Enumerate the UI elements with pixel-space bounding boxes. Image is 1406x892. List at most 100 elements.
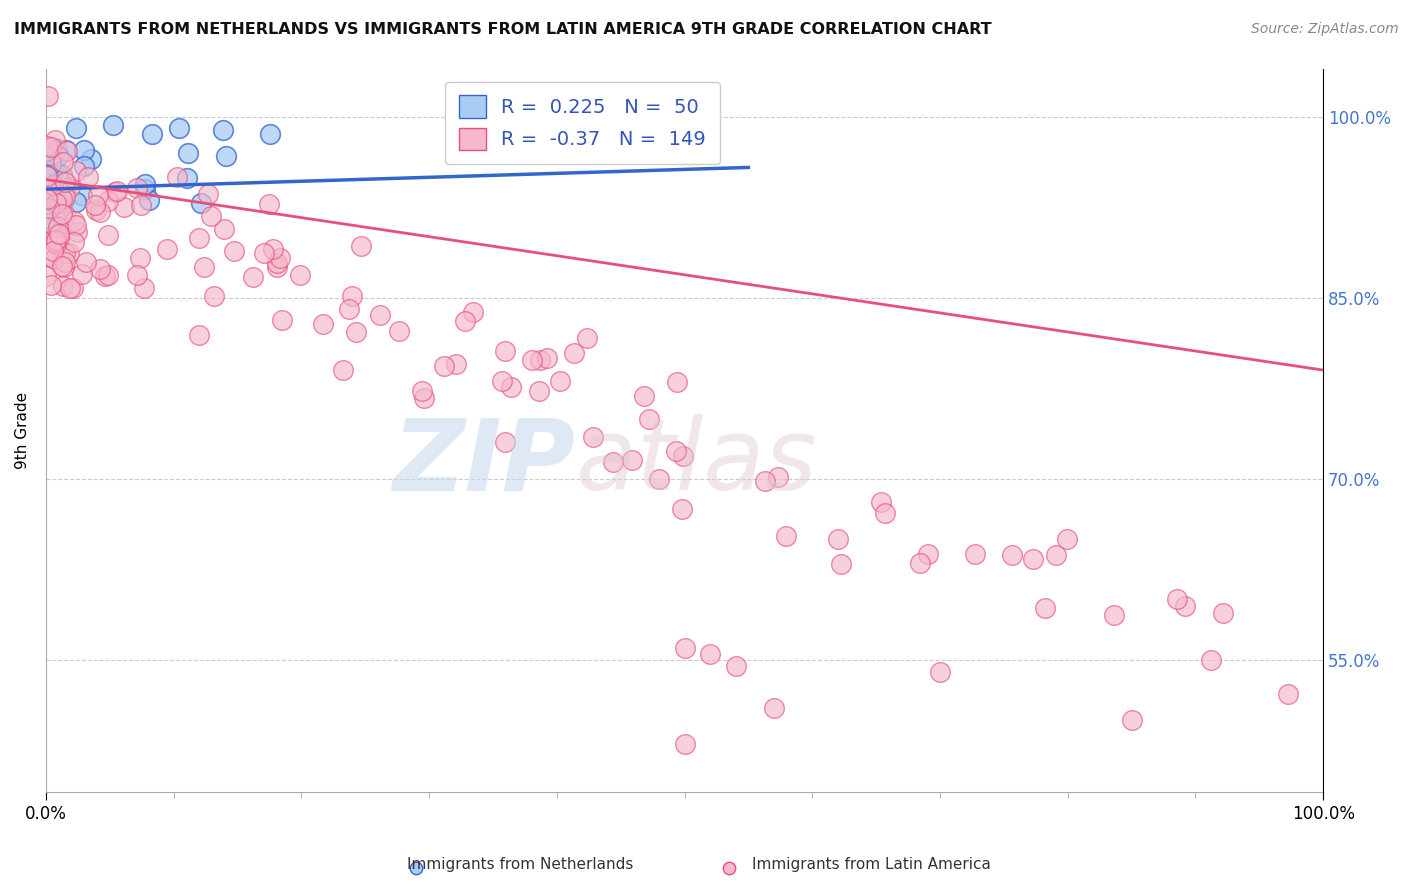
Point [94, 268, 117, 283]
Point [332, 363, 354, 377]
Point [1201, 653, 1223, 667]
Point [762, 701, 785, 715]
Point [42, 180, 65, 194]
Point [340, 289, 363, 303]
Point [673, 737, 696, 751]
Point [58, 179, 80, 194]
Point [188, 328, 211, 343]
Point [262, 242, 284, 256]
Point [38, 201, 60, 215]
Point [39, 215, 62, 229]
Point [38, 179, 60, 194]
Point [129, 198, 152, 212]
Point [548, 374, 571, 388]
Point [83, 198, 105, 212]
Point [65, 164, 87, 178]
Point [212, 123, 235, 137]
Point [104, 185, 127, 199]
Point [176, 170, 198, 185]
Point [52, 260, 75, 275]
Point [1056, 532, 1078, 546]
Point [1102, 608, 1125, 623]
Point [51, 168, 73, 182]
Point [917, 547, 939, 561]
Point [444, 357, 467, 371]
Point [665, 375, 688, 389]
Point [1021, 552, 1043, 566]
Point [188, 231, 211, 245]
Point [127, 268, 149, 282]
Point [269, 252, 291, 266]
Point [35, 269, 58, 284]
Point [35, 178, 58, 193]
Point [1166, 591, 1188, 606]
Point [259, 127, 281, 141]
Point [648, 472, 671, 486]
Point [620, 452, 643, 467]
Point [41, 233, 63, 247]
Point [724, 658, 747, 673]
Point [412, 392, 434, 406]
Point [53, 175, 76, 189]
Point [42, 178, 65, 192]
Text: Immigrants from Netherlands: Immigrants from Netherlands [406, 857, 634, 872]
Point [494, 435, 516, 450]
Point [672, 449, 695, 463]
Point [56, 144, 79, 158]
Point [270, 313, 292, 327]
Point [35, 204, 58, 219]
Point [89, 262, 111, 277]
Point [344, 325, 367, 339]
Point [70, 267, 93, 281]
Point [65, 121, 87, 136]
Point [411, 384, 433, 398]
Point [673, 640, 696, 655]
Point [38, 216, 60, 230]
Text: Immigrants from Latin America: Immigrants from Latin America [752, 857, 991, 872]
Point [638, 412, 661, 426]
Point [141, 128, 163, 142]
Point [134, 178, 156, 192]
Point [166, 169, 188, 184]
Point [65, 195, 87, 210]
Point [73, 159, 96, 173]
Point [97, 194, 120, 208]
Point [501, 379, 523, 393]
Point [575, 331, 598, 345]
Point [908, 557, 931, 571]
Point [963, 547, 986, 561]
Point [51, 192, 73, 206]
Point [215, 149, 238, 163]
Point [193, 260, 215, 274]
Y-axis label: 9th Grade: 9th Grade [15, 392, 30, 469]
Point [869, 495, 891, 509]
Point [433, 359, 456, 374]
Point [48, 173, 70, 187]
Point [37, 161, 59, 175]
Point [35, 198, 58, 212]
Point [190, 196, 212, 211]
Point [46, 215, 69, 229]
Point [134, 182, 156, 196]
Point [35, 144, 58, 158]
Point [873, 506, 896, 520]
Point [633, 389, 655, 403]
Point [62, 281, 84, 295]
Point [44, 233, 66, 247]
Point [699, 647, 721, 661]
Point [37, 183, 59, 197]
Point [51, 260, 73, 274]
Point [44, 133, 66, 147]
Point [929, 665, 952, 679]
Point [35, 168, 58, 182]
Point [41, 216, 63, 230]
Point [536, 351, 558, 365]
Point [63, 214, 86, 228]
Text: IMMIGRANTS FROM NETHERLANDS VS IMMIGRANTS FROM LATIN AMERICA 9TH GRADE CORRELATI: IMMIGRANTS FROM NETHERLANDS VS IMMIGRANT… [14, 22, 991, 37]
Point [37, 183, 59, 197]
Point [112, 200, 135, 214]
Point [65, 219, 87, 233]
Point [97, 228, 120, 243]
Point [42, 252, 65, 266]
Point [387, 325, 409, 339]
